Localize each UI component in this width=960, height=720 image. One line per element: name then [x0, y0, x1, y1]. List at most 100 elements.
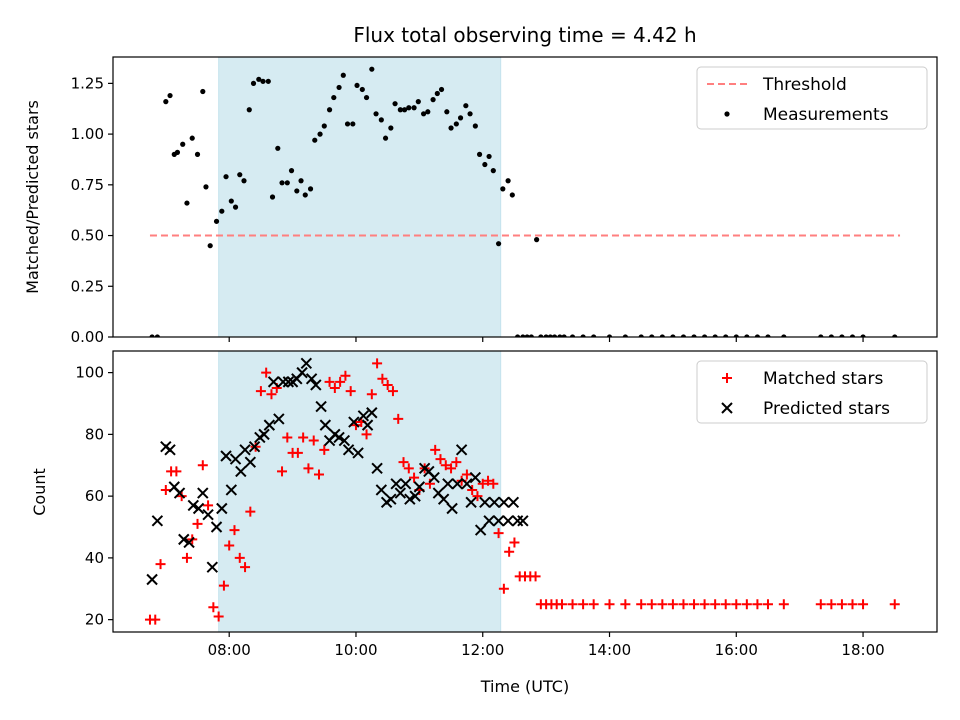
measurement-point: [500, 186, 506, 192]
measurement-point: [228, 198, 234, 204]
measurement-point: [336, 84, 342, 91]
predicted-star-point: [437, 493, 450, 505]
matched-star-point: [197, 460, 208, 471]
measurement-point: [839, 334, 845, 337]
measurement-point: [392, 101, 398, 107]
measurement-point: [406, 105, 412, 111]
y-tick-label: 1.00: [71, 125, 104, 143]
matched-star-point: [752, 599, 763, 610]
measurement-point: [317, 131, 323, 137]
predicted-star-point: [178, 533, 190, 546]
measurement-point: [219, 208, 225, 214]
predicted-star-point: [187, 499, 199, 512]
measurement-point: [580, 334, 586, 337]
predicted-star-point: [267, 376, 280, 388]
bottom-plot: 20 40 60 80 100 08:00 10:00 12:00 14:00 16:00 18:0…: [75, 350, 938, 659]
predicted-star-point: [183, 536, 195, 549]
measurement-point: [712, 334, 718, 337]
matched-star-point: [382, 379, 393, 390]
legend-label: Predicted stars: [763, 399, 890, 419]
y-tick-label: 0.00: [71, 328, 104, 346]
matched-star-point: [203, 500, 214, 511]
shaded-span: [218, 56, 502, 338]
matched-star-point: [646, 599, 657, 610]
matched-star-point: [556, 599, 567, 610]
matched-star-point: [298, 432, 309, 443]
measurement-point: [388, 125, 394, 131]
predicted-star-point: [492, 515, 505, 527]
predicted-star-point: [151, 515, 164, 527]
predicted-star-point: [338, 434, 351, 447]
matched-star-point: [430, 444, 441, 455]
matched-star-point: [509, 537, 520, 548]
predicted-star-point: [446, 502, 458, 515]
measurement-point: [490, 168, 496, 174]
matched-star-point: [229, 525, 240, 536]
measurement-point: [163, 99, 169, 105]
matched-star-point: [440, 460, 451, 471]
y-tick-label: 1.25: [71, 74, 104, 92]
predicted-star-point: [428, 471, 440, 484]
predicted-star-point: [399, 478, 412, 490]
matched-star-point: [477, 478, 488, 489]
matched-star-point: [150, 614, 161, 625]
matched-star-point: [741, 599, 752, 610]
predicted-star-point: [342, 444, 355, 456]
y-tick-label: 0.75: [71, 176, 104, 194]
measurement-point: [765, 334, 771, 337]
predicted-star-point: [229, 453, 242, 465]
measurement-point: [369, 66, 375, 72]
predicted-star-point: [474, 524, 487, 536]
measurement-point: [149, 334, 155, 337]
measurement-point: [382, 135, 389, 141]
legend-label: Matched stars: [763, 369, 883, 389]
matched-star-point: [488, 478, 499, 489]
measurement-point: [298, 178, 304, 184]
predicted-star-point: [248, 441, 261, 453]
measurement-point: [649, 334, 655, 337]
measurement-point: [754, 334, 761, 337]
measurement-point: [232, 204, 239, 210]
predicted-star-point: [216, 502, 228, 515]
matched-star-point: [483, 475, 494, 486]
measurement-point: [180, 141, 186, 147]
matched-star-point: [282, 432, 293, 443]
matched-star-point: [314, 469, 324, 480]
matched-star-point: [303, 463, 314, 474]
measurement-point: [269, 194, 276, 200]
predicted-star-point: [273, 413, 285, 425]
matched-star-point: [858, 599, 869, 610]
measurement-point: [505, 178, 511, 184]
predicted-star-point: [465, 496, 477, 509]
measurement-point: [189, 135, 195, 141]
matched-star-point: [409, 472, 420, 483]
predicted-star-point: [333, 431, 345, 444]
measurement-point: [591, 334, 597, 337]
legend-dot-swatch: [724, 111, 730, 117]
matched-star-point: [292, 447, 303, 458]
matched-star-point: [403, 463, 414, 474]
measurement-point: [378, 117, 384, 123]
matched-star-point: [699, 599, 710, 610]
measurement-point: [354, 82, 360, 89]
predicted-star-point: [296, 366, 308, 379]
matched-star-point: [588, 599, 599, 610]
matched-star-point: [815, 599, 826, 610]
measurement-point: [350, 121, 356, 127]
predicted-star-point: [498, 496, 510, 509]
predicted-star-point: [197, 487, 209, 499]
measurement-point: [294, 188, 300, 194]
predicted-star-point: [244, 456, 257, 468]
measurement-point: [302, 192, 308, 198]
measurement-point: [463, 103, 469, 109]
predicted-star-point: [263, 419, 276, 431]
predicted-star-point: [361, 419, 374, 431]
predicted-star-point: [319, 419, 332, 431]
predicted-star-point: [483, 515, 495, 527]
matched-star-point: [826, 599, 837, 610]
predicted-star-point: [357, 410, 370, 422]
top-chart-title: Flux total observing time = 4.42 h: [353, 23, 696, 47]
measurement-point: [524, 334, 530, 337]
measurement-point: [444, 109, 450, 115]
